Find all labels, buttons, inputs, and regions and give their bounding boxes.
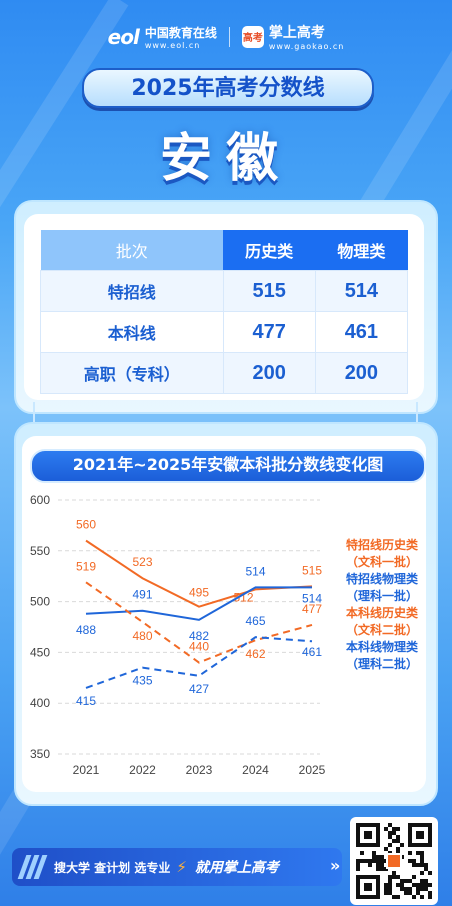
panel-connector-left bbox=[33, 402, 35, 430]
data-label: 427 bbox=[189, 682, 209, 696]
data-label: 477 bbox=[302, 602, 322, 616]
header-batch: 批次 bbox=[40, 230, 224, 271]
data-label: 415 bbox=[76, 694, 96, 708]
brand-divider bbox=[228, 26, 230, 47]
data-label: 440 bbox=[189, 640, 209, 654]
chart-legend: 特招线历史类 （文科一批） 特招线物理类 （理科一批） 本科线历史类 （文科二批） 本科线物… bbox=[332, 537, 432, 673]
data-label: 491 bbox=[132, 588, 152, 602]
footer-banner: 搜大学 查计划 选专业 ⚡ 就用掌上高考 bbox=[12, 848, 342, 886]
data-label: 488 bbox=[76, 623, 96, 637]
gaokao-brand: 掌上高考 www.gaokao.cn bbox=[269, 22, 344, 51]
x-tick-label: 2021 bbox=[73, 763, 100, 777]
header-physics: 物理类 bbox=[315, 230, 408, 271]
history-score: 477 bbox=[222, 311, 316, 353]
data-label: 480 bbox=[132, 629, 152, 643]
footer-slogan: 搜大学 查计划 选专业 bbox=[54, 860, 171, 875]
data-label: 461 bbox=[302, 645, 322, 659]
x-tick-label: 2025 bbox=[299, 763, 326, 777]
y-tick-label: 500 bbox=[30, 595, 50, 609]
eol-logo: eol bbox=[107, 24, 140, 49]
data-label: 435 bbox=[132, 674, 152, 688]
footer-accent: 就用掌上高考 bbox=[194, 860, 279, 876]
stripes-decoration bbox=[17, 855, 48, 879]
y-tick-label: 600 bbox=[30, 493, 50, 507]
brand-header: eol 中国教育在线 www.eol.cn 高考 掌上高考 www.gaokao… bbox=[0, 22, 452, 52]
x-tick-label: 2023 bbox=[186, 763, 213, 777]
legend-item-text: 本科线物理类 bbox=[345, 640, 418, 654]
y-tick-label: 400 bbox=[30, 696, 50, 710]
legend-item-text: 本科线历史类 bbox=[345, 606, 418, 620]
history-score: 515 bbox=[222, 270, 316, 312]
series-line-0 bbox=[85, 539, 313, 608]
gaokao-url: www.gaokao.cn bbox=[268, 42, 345, 51]
table-header-row: 批次 历史类 物理类 bbox=[40, 230, 408, 271]
eol-brand: 中国教育在线 www.eol.cn bbox=[145, 24, 217, 50]
data-label: 560 bbox=[76, 518, 96, 532]
data-label: 514 bbox=[245, 564, 265, 578]
y-tick-label: 550 bbox=[30, 544, 50, 558]
legend-item-text: （理科二批） bbox=[345, 657, 418, 671]
page-title: 2025年高考分数线 bbox=[82, 68, 374, 108]
legend-item-text: （文科二批） bbox=[345, 623, 418, 637]
row-label: 特招线 bbox=[40, 270, 224, 312]
panel-connector-right bbox=[416, 402, 418, 430]
data-label: 512 bbox=[233, 590, 253, 604]
physics-score: 514 bbox=[314, 270, 409, 312]
legend-item-text: （文科一批） bbox=[345, 555, 418, 569]
history-score: 200 bbox=[222, 352, 316, 394]
eol-name: 中国教育在线 bbox=[144, 25, 217, 40]
data-label: 523 bbox=[132, 555, 152, 569]
double-arrow-icon: » bbox=[330, 856, 341, 875]
legend-item-text: 特招线历史类 bbox=[345, 538, 418, 552]
row-label: 高职（专科） bbox=[40, 352, 224, 394]
table-row: 特招线 515 514 bbox=[40, 270, 409, 312]
data-label: 515 bbox=[302, 563, 322, 577]
legend-item-text: （理科一批） bbox=[345, 589, 418, 603]
gaokao-logo-icon: 高考 bbox=[241, 25, 264, 48]
data-label: 519 bbox=[76, 559, 96, 573]
y-tick-label: 450 bbox=[30, 645, 50, 659]
province-name: 安徽 bbox=[159, 129, 292, 189]
eol-url: www.eol.cn bbox=[144, 40, 201, 50]
chart-title: 2021年~2025年安徽本科批分数线变化图 bbox=[30, 449, 426, 483]
x-tick-label: 2022 bbox=[129, 763, 156, 777]
physics-score: 200 bbox=[314, 352, 409, 394]
header-history: 历史类 bbox=[223, 230, 316, 271]
series-line-1 bbox=[85, 586, 312, 621]
gaokao-name: 掌上高考 bbox=[268, 25, 325, 41]
data-label: 462 bbox=[245, 647, 265, 661]
series-line-2 bbox=[85, 581, 313, 664]
data-label: 495 bbox=[189, 586, 209, 600]
data-label: 465 bbox=[245, 614, 265, 628]
legend-item-text: 特招线物理类 bbox=[345, 572, 418, 586]
qr-code-pattern bbox=[356, 823, 432, 899]
data-label: 482 bbox=[189, 629, 209, 643]
table-row: 高职（专科） 200 200 bbox=[40, 352, 409, 394]
x-tick-label: 2024 bbox=[242, 763, 269, 777]
y-tick-label: 350 bbox=[30, 747, 50, 761]
row-label: 本科线 bbox=[40, 311, 224, 353]
qr-code-icon[interactable] bbox=[350, 817, 438, 905]
data-label: 514 bbox=[302, 591, 322, 605]
lightning-icon: ⚡ bbox=[176, 858, 187, 876]
score-table: 批次 历史类 物理类 特招线 515 514 本科线 477 461 高职（专科… bbox=[40, 230, 409, 394]
series-line-3 bbox=[85, 636, 313, 689]
